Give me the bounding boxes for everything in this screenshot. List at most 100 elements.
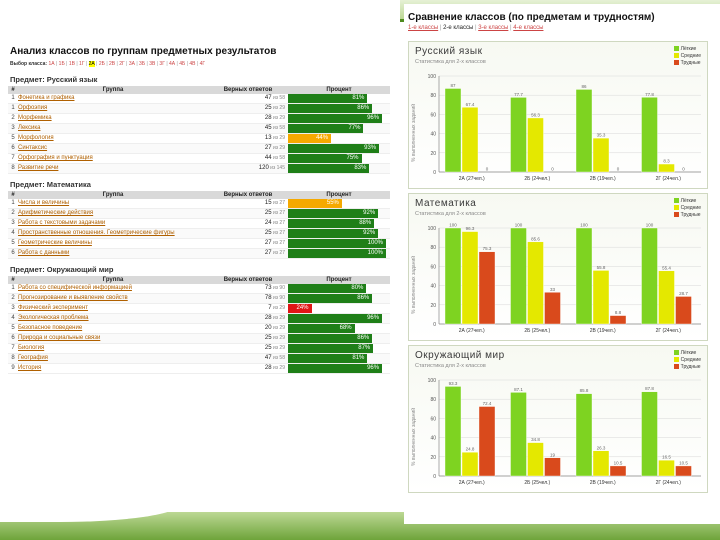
legend-label: Лёгкие — [680, 46, 697, 52]
class-link-12[interactable]: 4А — [169, 61, 176, 67]
group-link[interactable]: Безопасное поведение — [18, 323, 208, 334]
subject-title: Предмет: Математика — [10, 180, 91, 189]
class-link-11[interactable]: 3Г — [159, 61, 165, 67]
correct-total: из 58 — [271, 155, 285, 161]
y-tick-label: 60 — [430, 112, 436, 118]
percent-cell: 96% — [288, 363, 390, 374]
correct-total: из 90 — [271, 295, 285, 301]
row-number: 5 — [8, 238, 18, 249]
row-number: 8 — [8, 163, 18, 174]
group-link[interactable]: История — [18, 363, 208, 374]
class-link-4[interactable]: 2А — [88, 61, 95, 67]
group-link[interactable]: Арифметические действия — [18, 208, 208, 219]
header-group: Группа — [18, 191, 208, 199]
class-link-7[interactable]: 2Г — [119, 61, 125, 67]
bar — [527, 442, 544, 477]
class-link-8[interactable]: 3А — [128, 61, 135, 67]
bar — [510, 227, 527, 325]
bar — [544, 457, 561, 477]
legend-label: Средние — [680, 357, 701, 363]
class-link-6[interactable]: 2В — [109, 61, 116, 67]
group-link[interactable]: Числа и величины — [18, 199, 208, 209]
class-link-0[interactable]: 1А — [48, 61, 55, 67]
correct-count: 20 — [264, 325, 272, 331]
group-link[interactable]: Природа и социальные связи — [18, 333, 208, 344]
grade-link-3[interactable]: 4-е классы — [513, 25, 544, 31]
table-row: 2 Морфемика 28 из 29 96% — [8, 113, 390, 124]
group-link[interactable]: Орфоэпия — [18, 103, 208, 114]
group-link[interactable]: Орфография и пунктуация — [18, 153, 208, 164]
class-link-1[interactable]: 1Б — [58, 61, 65, 67]
percent-bar: 93% — [288, 144, 380, 153]
legend-swatch — [673, 364, 679, 370]
class-link-15[interactable]: 4Г — [199, 61, 206, 67]
group-link[interactable]: Работа с данными — [18, 248, 208, 259]
table-row: 7 Биология 25 из 29 87% — [8, 343, 390, 354]
header-num: # — [8, 191, 18, 199]
class-separator: | — [55, 61, 58, 67]
class-link-14[interactable]: 4В — [189, 61, 196, 67]
grade-link-0[interactable]: 1-е классы — [408, 25, 439, 31]
header-num: # — [8, 86, 18, 94]
chart-legend: Лёгкие Средние Трудные — [673, 46, 701, 67]
correct-answers: 45 из 58 — [208, 123, 288, 134]
table-header-row: # Группа Верных ответов Процент — [8, 191, 390, 199]
class-link-5[interactable]: 2Б — [98, 61, 105, 67]
class-link-3[interactable]: 1Г — [79, 61, 85, 67]
class-link-9[interactable]: 3Б — [139, 61, 146, 67]
percent-bar: 80% — [288, 284, 367, 293]
subject-title: Предмет: Окружающий мир — [10, 265, 114, 274]
data-label: 100 — [646, 223, 654, 228]
bar — [609, 465, 627, 477]
grade-link-2[interactable]: 3-е классы — [478, 25, 509, 31]
x-tick-label: 2Г (24чел.) — [656, 480, 682, 486]
group-link[interactable]: География — [18, 353, 208, 364]
group-link[interactable]: Морфология — [18, 133, 208, 144]
group-link[interactable]: Фонетика и графика — [18, 94, 208, 104]
group-link[interactable]: Развитие речи — [18, 163, 208, 174]
correct-answers: 44 из 58 — [208, 153, 288, 164]
bar — [478, 406, 496, 477]
table-row: 6 Синтаксис 27 из 29 93% — [8, 143, 390, 154]
group-link[interactable]: Лексика — [18, 123, 208, 134]
percent-bar: 24% — [288, 304, 312, 313]
group-link[interactable]: Экологическая проблема — [18, 313, 208, 324]
class-link-10[interactable]: 3В — [149, 61, 156, 67]
group-link[interactable]: Прогнозирование и выявление свойств — [18, 293, 208, 304]
table-row: 4 Пространственные отношения. Геометричес… — [8, 228, 390, 239]
percent-label: 77% — [348, 125, 361, 131]
y-tick-label: 0 — [433, 322, 436, 328]
percent-label: 100% — [367, 250, 383, 256]
percent-cell: 77% — [288, 123, 390, 134]
group-link[interactable]: Биология — [18, 343, 208, 354]
group-link[interactable]: Синтаксис — [18, 143, 208, 154]
data-label: 26.3 — [597, 445, 606, 450]
group-link[interactable]: Работа с текстовыми задачами — [18, 218, 208, 229]
percent-cell: 96% — [288, 313, 390, 324]
correct-total: из 29 — [271, 315, 285, 321]
chart-panel: Окружающий мир Статистика для 2-х классов… — [408, 345, 708, 493]
table-row: 7 Орфография и пунктуация 44 из 58 75% — [8, 153, 390, 164]
y-tick-label: 80 — [430, 397, 436, 403]
table-row: 2 Прогнозирование и выявление свойств 78 и… — [8, 293, 390, 304]
group-link[interactable]: Работа со специфической информацией — [18, 284, 208, 294]
group-link[interactable]: Физический эксперимент — [18, 303, 208, 314]
percent-label: 81% — [352, 355, 365, 361]
correct-total: из 29 — [271, 115, 285, 121]
percent-bar: 86% — [288, 104, 373, 113]
bar — [461, 107, 479, 173]
grade-link-1[interactable]: 2-е классы — [443, 25, 474, 31]
header-correct: Верных ответов — [208, 276, 288, 284]
bar — [444, 227, 462, 325]
class-link-2[interactable]: 1В — [68, 61, 75, 67]
x-tick-label: 2Г (24чел.) — [656, 176, 682, 182]
y-tick-label: 40 — [430, 284, 436, 290]
correct-answers: 120 из 145 — [208, 163, 288, 174]
data-label: 34.8 — [531, 437, 540, 442]
group-link[interactable]: Пространственные отношения. Геометрическ… — [18, 228, 208, 239]
table-row: 6 Работа с данными 27 из 27 100% — [8, 248, 390, 259]
group-link[interactable]: Морфемика — [18, 113, 208, 124]
x-tick-label: 2В (19чел.) — [590, 176, 616, 182]
class-link-13[interactable]: 4Б — [179, 61, 186, 67]
group-link[interactable]: Геометрические величины — [18, 238, 208, 249]
